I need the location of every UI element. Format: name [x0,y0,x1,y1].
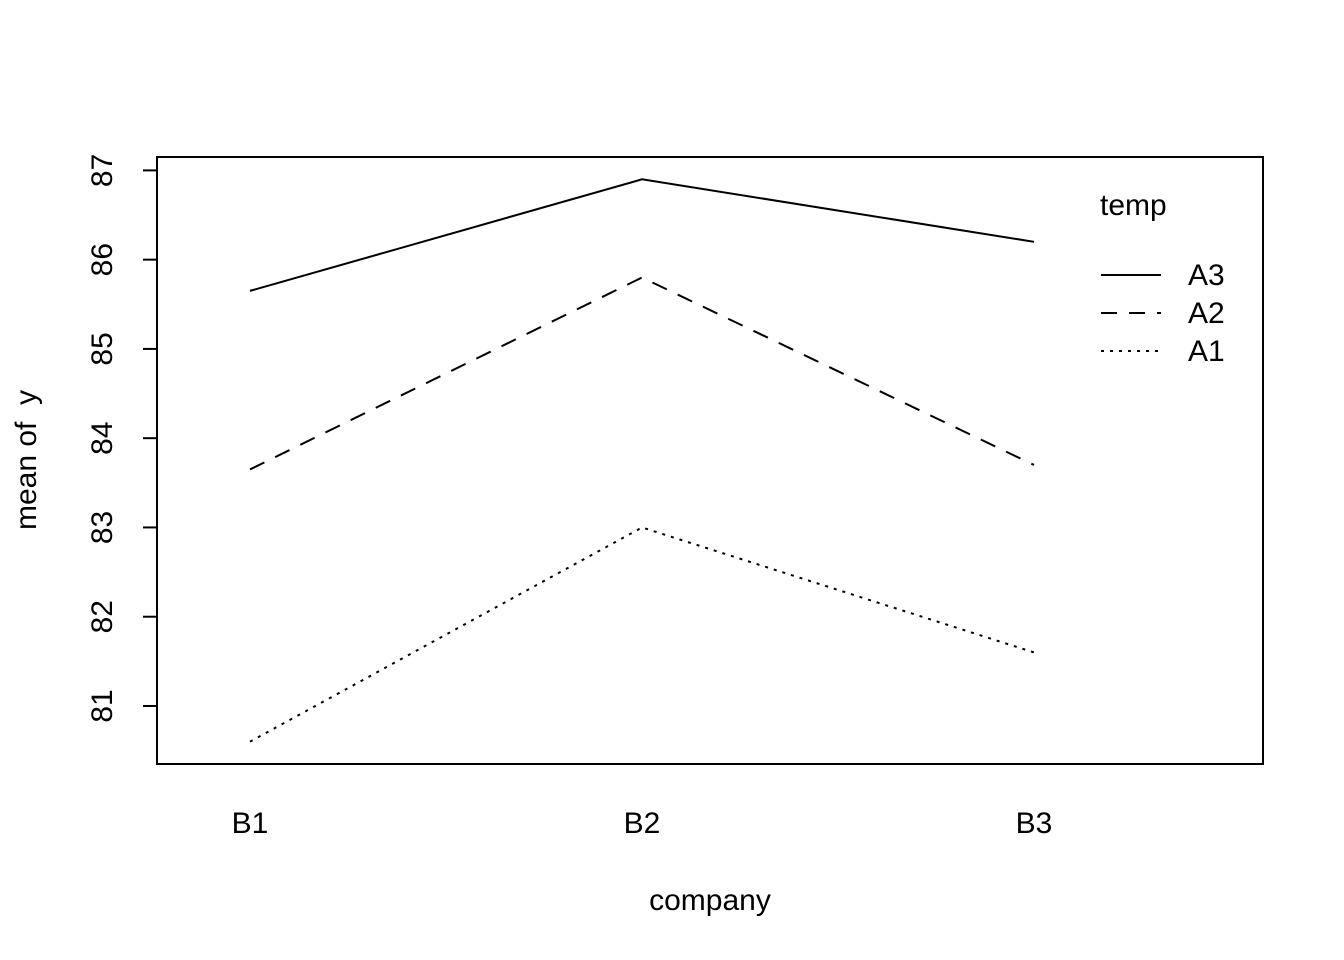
x-tick-label: B2 [624,807,661,840]
y-tick-label: 86 [86,243,119,276]
legend-label: A2 [1188,297,1225,330]
y-axis-label: mean of y [10,390,43,530]
series-line-a2 [249,276,1035,471]
legend-label: A3 [1188,259,1225,292]
series-line-a1 [249,526,1035,743]
y-tick-label: 87 [86,154,119,187]
y-tick-label: 85 [86,332,119,365]
y-tick-label: 83 [86,511,119,544]
y-axis: 81 82 83 84 85 86 87 [86,154,157,723]
x-tick-label: B3 [1016,807,1053,840]
legend-label: A1 [1188,335,1225,368]
plot-frame [156,156,1264,765]
series-line-a3 [249,178,1035,292]
legend: temp A3 A2 A1 [1100,189,1225,368]
x-axis-label: company [649,884,771,917]
series-lines [249,178,1035,743]
y-tick-label: 84 [86,421,119,454]
x-tick-label: B1 [232,807,269,840]
legend-title: temp [1100,189,1167,222]
y-tick-label: 81 [86,689,119,722]
x-axis: B1 B2 B3 [232,807,1053,840]
y-tick-label: 82 [86,600,119,633]
